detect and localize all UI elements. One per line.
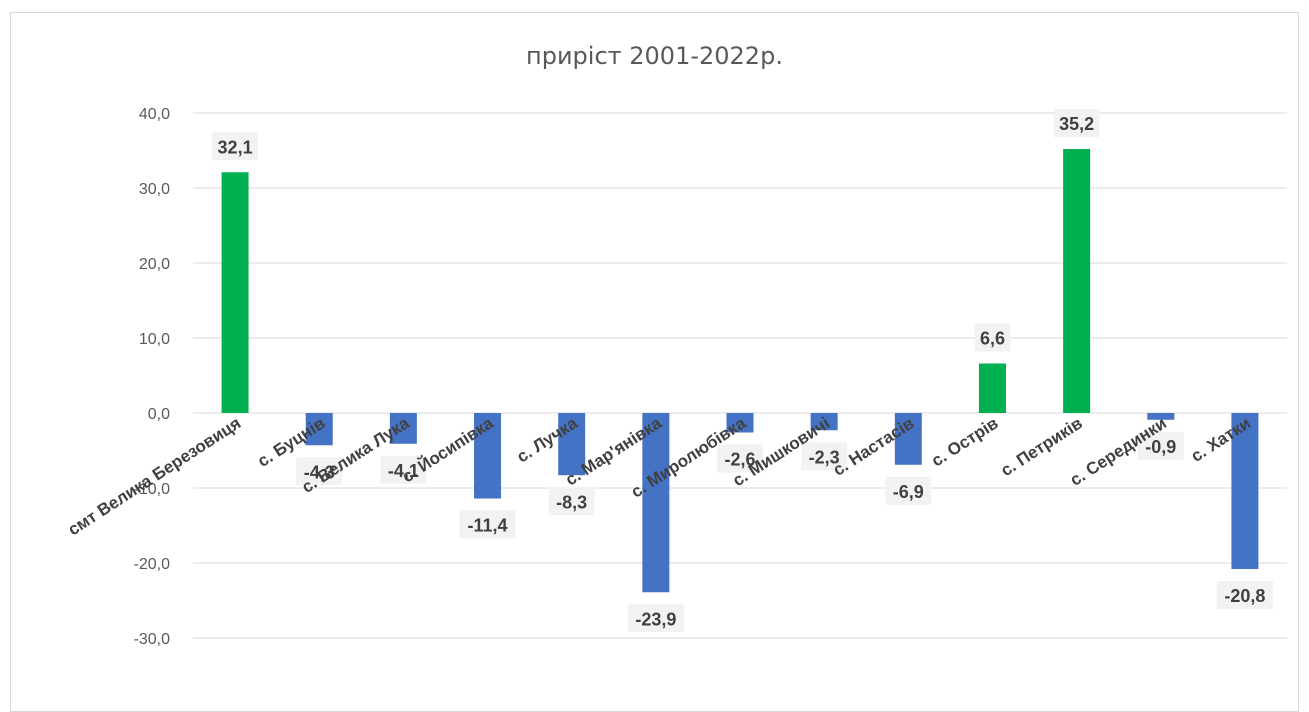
chart-title: приріст 2001-2022р. — [526, 42, 783, 70]
bar — [474, 413, 502, 499]
y-tick-label: 0,0 — [148, 406, 170, 423]
bar — [642, 413, 670, 593]
bar — [1063, 149, 1091, 413]
bar — [894, 413, 922, 465]
bars — [221, 149, 1259, 593]
data-label: -23,9 — [635, 609, 676, 629]
data-label-bg — [801, 442, 848, 471]
data-label-bg — [885, 476, 932, 505]
data-label-bg — [1216, 581, 1273, 609]
bar — [305, 413, 333, 446]
data-label: -2,6 — [724, 450, 755, 470]
data-label-bg — [1137, 431, 1184, 460]
data-label: -0,9 — [1145, 437, 1176, 457]
data-label: -8,3 — [556, 492, 587, 512]
category-label: с. Острів — [928, 413, 1002, 470]
y-tick-label: -30,0 — [134, 631, 171, 648]
data-labels: 32,1 -4,3 -4,1 -11,4 -8,3 -23,9 -2,6 -2,3 -6,9 6,… — [212, 109, 1273, 633]
y-tick-label: 40,0 — [139, 106, 170, 123]
y-tick-label: 20,0 — [139, 256, 170, 273]
bar — [810, 413, 838, 431]
data-label-bg — [380, 455, 427, 484]
gridlines — [193, 112, 1287, 639]
y-tick-label: 10,0 — [139, 331, 170, 348]
data-label: 32,1 — [218, 137, 253, 157]
data-label-bg — [627, 604, 684, 633]
bar — [978, 363, 1006, 413]
y-tick-label: -20,0 — [134, 556, 171, 573]
data-label-bg — [717, 444, 763, 473]
data-label: -4,3 — [304, 462, 335, 482]
data-label-bg — [296, 457, 343, 486]
data-label-bg — [1053, 109, 1100, 137]
data-label: -4,1 — [388, 461, 419, 481]
data-label: -2,3 — [809, 447, 840, 467]
data-label: -11,4 — [468, 516, 508, 536]
bar — [1231, 413, 1259, 569]
data-label-bg — [459, 510, 516, 539]
data-label: 6,6 — [980, 329, 1005, 349]
bar — [558, 413, 586, 476]
data-label-bg — [974, 323, 1011, 352]
bar — [389, 413, 417, 444]
y-axis: 40,0 30,0 20,0 10,0 0,0 -10,0 -20,0 -30,0 — [134, 106, 171, 648]
data-label-bg — [212, 132, 259, 161]
data-label: 35,2 — [1059, 114, 1094, 134]
data-label-bg — [548, 487, 595, 516]
category-label: смт Велика Березовиця — [65, 413, 245, 539]
data-label: -20,8 — [1224, 586, 1265, 606]
y-tick-label: 30,0 — [139, 181, 170, 198]
bar — [726, 413, 754, 433]
bar — [221, 172, 249, 413]
bar — [1147, 413, 1175, 420]
data-label: -6,9 — [893, 482, 924, 502]
bar-chart: 40,0 30,0 20,0 10,0 0,0 -10,0 -20,0 -30,0 32,1 -… — [65, 106, 1287, 648]
y-tick-label: -10,0 — [134, 481, 171, 498]
